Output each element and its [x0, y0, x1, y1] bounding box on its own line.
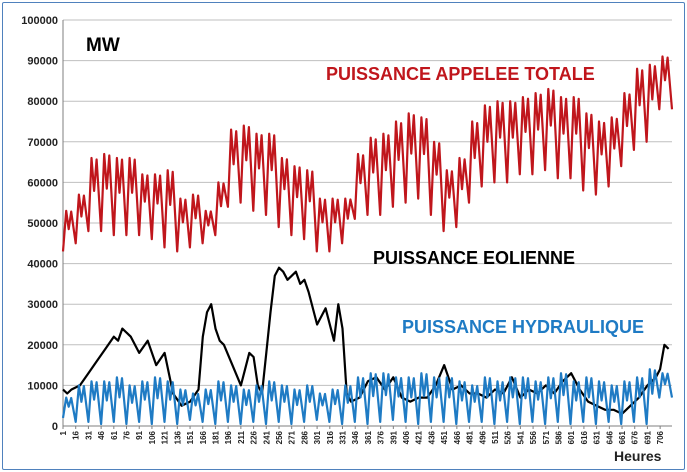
x-tick-label: 16: [72, 430, 81, 439]
x-tick-labels: 1 16 31 46 61 76 91 106 121 136 151 166 181 196 211 226…: [59, 426, 665, 444]
x-tick-label: 616: [580, 430, 589, 444]
x-tick-label: 406: [402, 430, 411, 444]
x-tick-label: 496: [478, 430, 487, 444]
series-lines: [61, 55, 674, 426]
y-tick-label: 80000: [27, 96, 58, 108]
x-tick-label: 361: [364, 430, 373, 444]
y-tick-label: 70000: [27, 137, 58, 149]
x-tick-label: 571: [542, 430, 551, 444]
x-tick-label: 181: [211, 430, 220, 444]
y-tick-label: 0: [52, 421, 58, 433]
y-tick-label: 10000: [27, 380, 58, 392]
x-tick-label: 706: [656, 430, 665, 444]
x-tick-label: 61: [110, 430, 119, 439]
x-tick-label: 211: [237, 430, 246, 443]
x-tick-label: 91: [135, 430, 144, 439]
x-tick-label: 31: [84, 430, 93, 439]
x-tick-label: 661: [618, 430, 627, 444]
series-label-total: PUISSANCE APPELEE TOTALE: [326, 64, 595, 84]
x-tick-label: 136: [173, 430, 182, 444]
x-tick-label: 1: [59, 430, 68, 435]
x-tick-label: 286: [300, 430, 309, 444]
x-tick-label: 346: [351, 430, 360, 444]
x-tick-label: 436: [427, 430, 436, 444]
y-tick-label: 40000: [27, 259, 58, 271]
y-tick-label: 30000: [27, 299, 58, 311]
x-tick-label: 121: [161, 430, 170, 444]
x-tick-label: 316: [326, 430, 335, 444]
x-tick-label: 511: [491, 430, 500, 443]
y-tick-labels: 0 10000 20000 30000 40000 50000 60000 70000 8000…: [21, 15, 58, 433]
x-tick-label: 541: [516, 430, 525, 444]
series-label-wind: PUISSANCE EOLIENNE: [373, 248, 575, 268]
x-axis-label: Heures: [614, 448, 662, 464]
x-tick-label: 601: [567, 430, 576, 444]
y-axis-unit-label: MW: [86, 35, 120, 56]
x-tick-label: 226: [250, 430, 259, 444]
series-line-0: [61, 55, 674, 253]
x-tick-label: 106: [148, 430, 157, 444]
y-tick-label: 90000: [27, 56, 58, 68]
x-tick-label: 631: [593, 430, 602, 444]
x-tick-label: 526: [504, 430, 513, 444]
y-tick-label: 100000: [21, 15, 58, 27]
x-tick-label: 196: [224, 430, 233, 444]
x-tick-label: 376: [377, 430, 386, 444]
x-tick-label: 241: [262, 430, 271, 444]
y-tick-label: 20000: [27, 340, 58, 352]
x-tick-label: 421: [415, 430, 424, 444]
x-tick-label: 481: [466, 430, 475, 444]
x-tick-label: 556: [529, 430, 538, 444]
x-tick-label: 166: [199, 430, 208, 444]
x-tick-label: 256: [275, 430, 284, 444]
x-tick-label: 691: [643, 430, 652, 444]
x-tick-label: 451: [440, 430, 449, 444]
x-tick-label: 151: [186, 430, 195, 444]
x-tick-label: 586: [555, 430, 564, 444]
x-tick-label: 331: [339, 430, 348, 444]
x-tick-label: 676: [631, 430, 640, 444]
y-tick-label: 50000: [27, 218, 58, 230]
x-tick-label: 391: [389, 430, 398, 444]
x-tick-label: 466: [453, 430, 462, 444]
x-tick-label: 76: [123, 430, 132, 439]
x-tick-label: 301: [313, 430, 322, 444]
series-label-hydro: PUISSANCE HYDRAULIQUE: [402, 317, 644, 337]
x-tick-label: 46: [97, 430, 106, 439]
x-tick-label: 646: [605, 430, 614, 444]
x-tick-label: 271: [288, 430, 297, 444]
series-line-1: [62, 266, 670, 415]
series-line-2: [61, 368, 674, 426]
y-tick-label: 60000: [27, 177, 58, 189]
